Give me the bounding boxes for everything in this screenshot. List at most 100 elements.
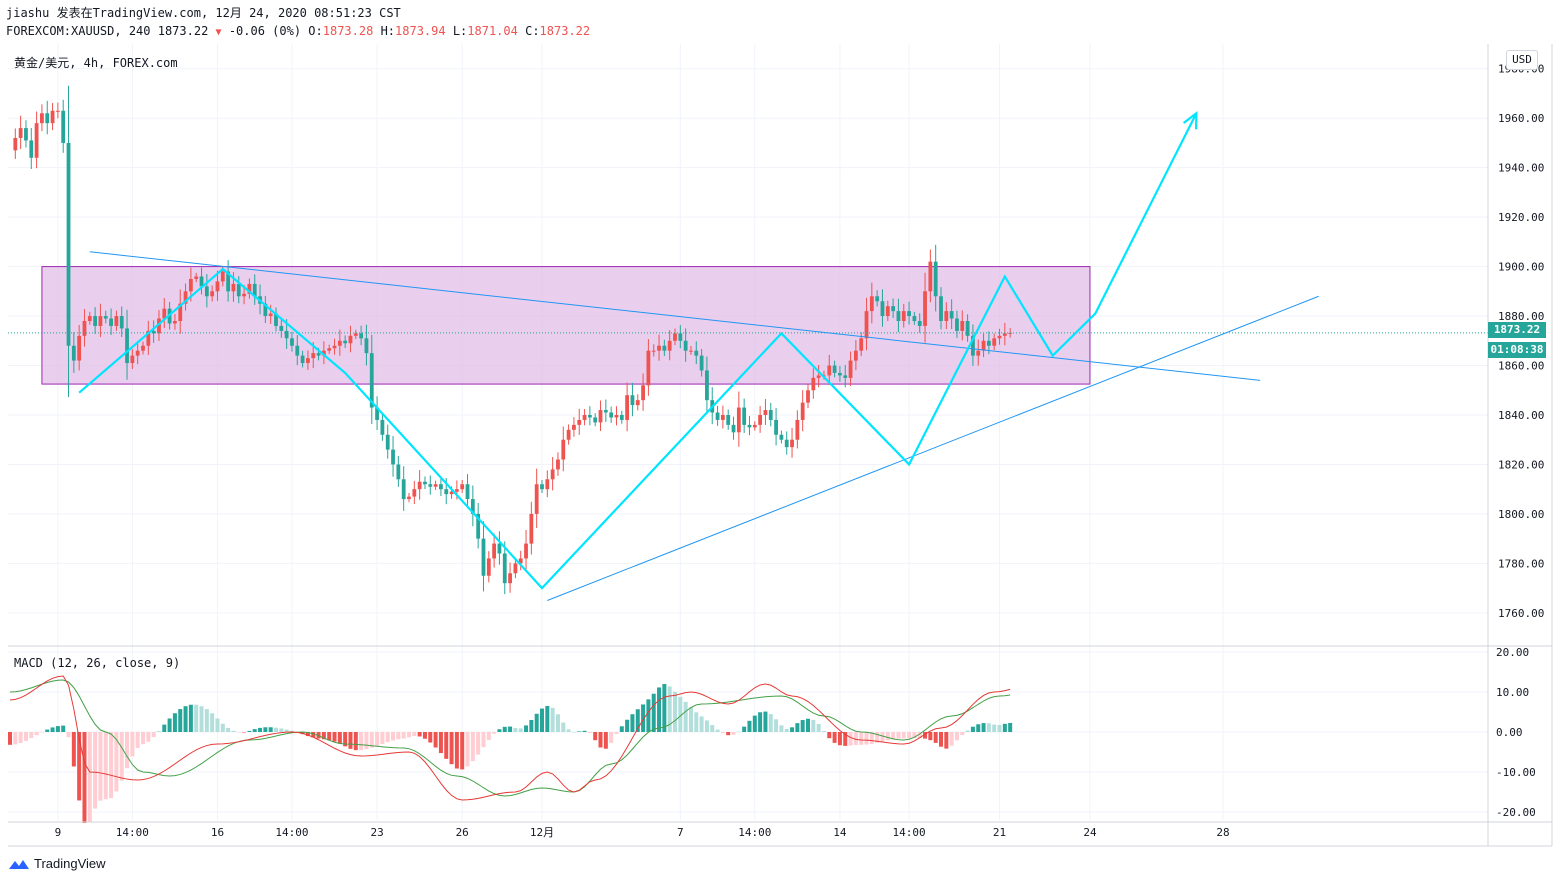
time-tick-label: 16 [211, 826, 224, 839]
macd-histogram-bar [742, 726, 747, 732]
macd-histogram-bar [258, 727, 263, 732]
macd-histogram-bar [247, 730, 252, 732]
time-tick-label: 7 [677, 826, 684, 839]
candle-body [188, 278, 193, 292]
macd-histogram-bar [476, 732, 481, 755]
macd-histogram-bar [279, 728, 284, 732]
candle-body [130, 355, 135, 364]
candle-body [157, 318, 161, 334]
macd-histogram-bar [747, 720, 752, 732]
candle-body [774, 419, 778, 435]
macd-histogram-bar [252, 729, 257, 732]
time-tick-label: 14:00 [893, 826, 926, 839]
candle-body [268, 313, 273, 317]
candle-body [923, 291, 927, 326]
macd-histogram-bar [939, 732, 943, 747]
macd-histogram-bar [39, 732, 44, 733]
macd-histogram-bar [34, 732, 39, 736]
macd-histogram-bar [891, 732, 896, 740]
macd-histogram-bar [486, 732, 491, 740]
candle-body [194, 276, 199, 279]
macd-histogram-bar [540, 708, 544, 732]
macd-histogram-bar [61, 725, 66, 732]
time-tick-label: 21 [993, 826, 1006, 839]
macd-histogram-bar [364, 732, 369, 750]
macd-histogram-bar [555, 714, 560, 732]
candle-body [534, 484, 539, 514]
symbol-legend[interactable]: 黄金/美元, 4h, FOREX.com [14, 56, 178, 70]
macd-histogram-bar [401, 732, 406, 739]
candle-body [215, 281, 220, 292]
candle-body [651, 350, 656, 352]
symbol-interval[interactable]: FOREXCOM:XAUUSD, 240 [6, 24, 151, 38]
candle-body [561, 439, 566, 460]
candle-body [109, 318, 113, 326]
candle-body [66, 142, 71, 346]
macd-histogram-bar [933, 732, 938, 743]
candle-body [513, 563, 518, 574]
candle-body [306, 358, 310, 364]
wave-path [78, 112, 1198, 590]
candle-body [619, 414, 624, 420]
candle-body [375, 407, 379, 420]
candle-body [992, 338, 997, 346]
macd-histogram-bar [593, 732, 598, 741]
candle-body [353, 333, 358, 336]
macd-histogram-bar [837, 732, 842, 746]
macd-legend[interactable]: MACD (12, 26, close, 9) [14, 656, 181, 670]
candle-body [518, 558, 523, 564]
candle-body [343, 340, 348, 344]
candle-body [566, 429, 571, 440]
macd-histogram-bar [412, 732, 417, 737]
macd-histogram-bar [790, 727, 795, 732]
macd-histogram-bar [289, 730, 294, 732]
macd-histogram-bar [720, 732, 725, 734]
macd-tick-label: 10.00 [1496, 686, 1529, 699]
trendline [89, 251, 1261, 381]
macd-tick-label: 20.00 [1496, 646, 1529, 659]
high-label: H: [380, 24, 396, 38]
candle-body [1002, 333, 1007, 336]
macd-histogram-bar [609, 732, 614, 743]
macd-histogram-bar [667, 686, 672, 732]
candle-body [577, 419, 582, 425]
candle-body [944, 311, 949, 322]
macd-histogram-bar [321, 732, 326, 740]
candle-body [24, 128, 28, 141]
macd-histogram-bar [625, 719, 630, 732]
candle-body [337, 340, 342, 346]
macd-histogram-bar [502, 726, 507, 732]
macd-histogram-bar [986, 723, 991, 732]
macd-histogram-bar [688, 707, 693, 732]
candle-body [151, 330, 156, 334]
candle-body [853, 350, 858, 361]
candle-body [263, 303, 268, 317]
ohlc-row: FOREXCOM:XAUUSD, 240 1873.22 ▼ -0.06 (0%… [6, 22, 590, 40]
macd-histogram-bar [566, 729, 571, 732]
candle-body [529, 513, 534, 544]
candle-body [40, 113, 44, 124]
macd-histogram-bar [204, 709, 209, 732]
macd-histogram-bar [433, 732, 438, 748]
candle-body [141, 345, 145, 351]
candle-body [838, 372, 842, 376]
macd-histogram-bar [731, 732, 736, 735]
macd-histogram-bar [960, 732, 965, 736]
candle-body [550, 469, 555, 480]
price-tick-label: 1780.00 [1498, 557, 1544, 570]
macd-histogram-bar [199, 706, 204, 732]
macd-histogram-bar [875, 732, 880, 743]
consolidation-zone [41, 266, 1091, 385]
macd-histogram-bar [188, 704, 193, 732]
macd-histogram-bar [353, 732, 358, 751]
candle-body [226, 271, 231, 292]
macd-histogram-bar [954, 732, 959, 741]
currency-button[interactable]: USD [1506, 50, 1538, 70]
chart-header: jiashu 发表在TradingView.com, 12月 24, 2020 … [6, 4, 590, 40]
candle-body [417, 481, 422, 490]
low-value: 1871.04 [467, 24, 518, 38]
tradingview-logo[interactable]: TradingView [8, 856, 106, 871]
macd-histogram-bar [853, 732, 858, 746]
candle-body [986, 340, 991, 346]
